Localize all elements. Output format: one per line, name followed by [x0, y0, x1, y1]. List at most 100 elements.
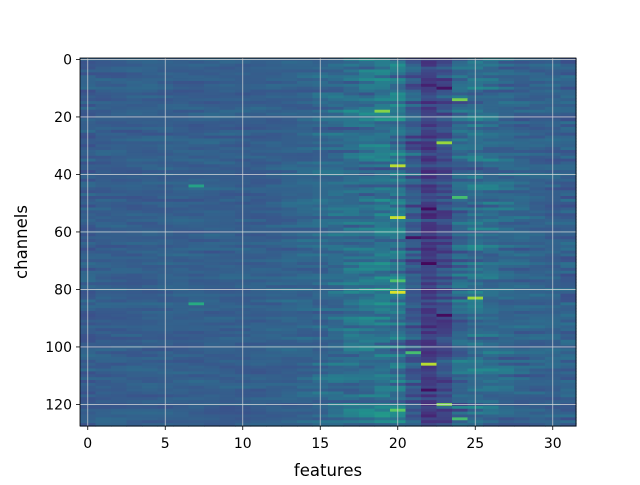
heatmap-cell [173, 256, 190, 260]
heatmap-cell [452, 118, 469, 122]
heatmap-cell [266, 423, 283, 427]
heatmap-cell [173, 316, 190, 321]
heatmap-cell [204, 150, 221, 154]
heatmap-cell [142, 322, 159, 326]
heatmap-cell [250, 397, 267, 401]
heatmap-cell [529, 247, 546, 252]
heatmap-cell [529, 175, 546, 180]
heatmap-cell [297, 391, 314, 395]
heatmap-cell [281, 368, 298, 372]
heatmap-cell [421, 227, 438, 232]
heatmap-cell [142, 221, 159, 226]
heatmap-cell [126, 66, 143, 71]
heatmap-cell [126, 244, 143, 249]
heatmap-cell [343, 302, 360, 306]
heatmap-cell [95, 313, 112, 318]
heatmap-cell [266, 207, 283, 211]
heatmap-cell [297, 92, 314, 96]
heatmap-cell [250, 187, 267, 191]
heatmap-cell [173, 374, 190, 378]
heatmap-cell [343, 60, 360, 65]
heatmap-cell [452, 359, 469, 364]
heatmap-cell [95, 299, 112, 303]
heatmap-cell [173, 155, 190, 160]
heatmap-cell [514, 224, 531, 229]
heatmap-cell [126, 127, 143, 131]
heatmap-cell [95, 60, 112, 65]
heatmap-cell [204, 285, 221, 289]
heatmap-cell [560, 72, 577, 76]
heatmap-cell [452, 382, 469, 387]
heatmap-cell [281, 66, 298, 71]
heatmap-cell [328, 400, 345, 404]
heatmap-cell [483, 144, 500, 148]
heatmap-cell [111, 259, 128, 263]
heatmap-cell [529, 259, 546, 263]
heatmap-cell [219, 213, 236, 217]
heatmap-cell [297, 135, 314, 140]
heatmap-cell [328, 359, 345, 364]
heatmap-cell [95, 152, 112, 157]
heatmap-cell [142, 256, 159, 260]
heatmap-cell [514, 362, 531, 367]
heatmap-cell [266, 158, 283, 163]
heatmap-cell [483, 374, 500, 378]
heatmap-cell [266, 377, 283, 381]
heatmap-cell [328, 221, 345, 226]
heatmap-cell [343, 66, 360, 71]
heatmap-cell [188, 420, 205, 424]
heatmap-cell [142, 411, 159, 416]
heatmap-cell [452, 124, 469, 128]
heatmap-cell [405, 357, 422, 361]
heatmap-cell [219, 380, 236, 384]
heatmap-cell [219, 256, 236, 260]
heatmap-cell [514, 81, 531, 85]
heatmap-cell [297, 158, 314, 163]
heatmap-cell [250, 316, 267, 321]
heatmap-cell [204, 78, 221, 82]
heatmap-cell [498, 316, 515, 321]
heatmap-cell [374, 365, 391, 370]
heatmap-cell [514, 167, 531, 171]
heatmap-cell [529, 316, 546, 321]
heatmap-cell [281, 316, 298, 321]
heatmap-cell [421, 181, 438, 186]
heatmap-cell [173, 253, 190, 257]
heatmap-cell [142, 69, 159, 73]
heatmap-cell [421, 132, 438, 137]
heatmap-cell [173, 112, 190, 117]
heatmap-cell [359, 290, 376, 295]
heatmap-cell [529, 293, 546, 298]
heatmap-cell [142, 196, 159, 200]
heatmap-cell [281, 121, 298, 125]
heatmap-cell [374, 184, 391, 188]
heatmap-cell [452, 313, 469, 318]
heatmap-cell [374, 397, 391, 401]
heatmap-cell [343, 334, 360, 338]
heatmap-cell [359, 359, 376, 364]
heatmap-cell [483, 141, 500, 145]
heatmap-cell [142, 273, 159, 278]
heatmap-cell [483, 152, 500, 157]
heatmap-cell [281, 210, 298, 214]
heatmap-cell [188, 167, 205, 171]
heatmap-cell [188, 198, 205, 203]
heatmap-cell [328, 144, 345, 148]
heatmap-cell [374, 69, 391, 73]
heatmap-cell [483, 190, 500, 194]
heatmap-cell [529, 83, 546, 88]
heatmap-cell [374, 400, 391, 404]
heatmap-cell [95, 328, 112, 332]
heatmap-cell [421, 359, 438, 364]
heatmap-cell [188, 75, 205, 79]
heatmap-cell [483, 106, 500, 111]
heatmap-cell [142, 265, 159, 269]
heatmap-cell [483, 78, 500, 82]
heatmap-cell [374, 244, 391, 249]
heatmap-cell [405, 175, 422, 180]
heatmap-cell [142, 285, 159, 289]
heatmap-cell [405, 359, 422, 364]
heatmap-cell [219, 221, 236, 226]
heatmap-cell [281, 106, 298, 111]
heatmap-cell [436, 204, 453, 209]
